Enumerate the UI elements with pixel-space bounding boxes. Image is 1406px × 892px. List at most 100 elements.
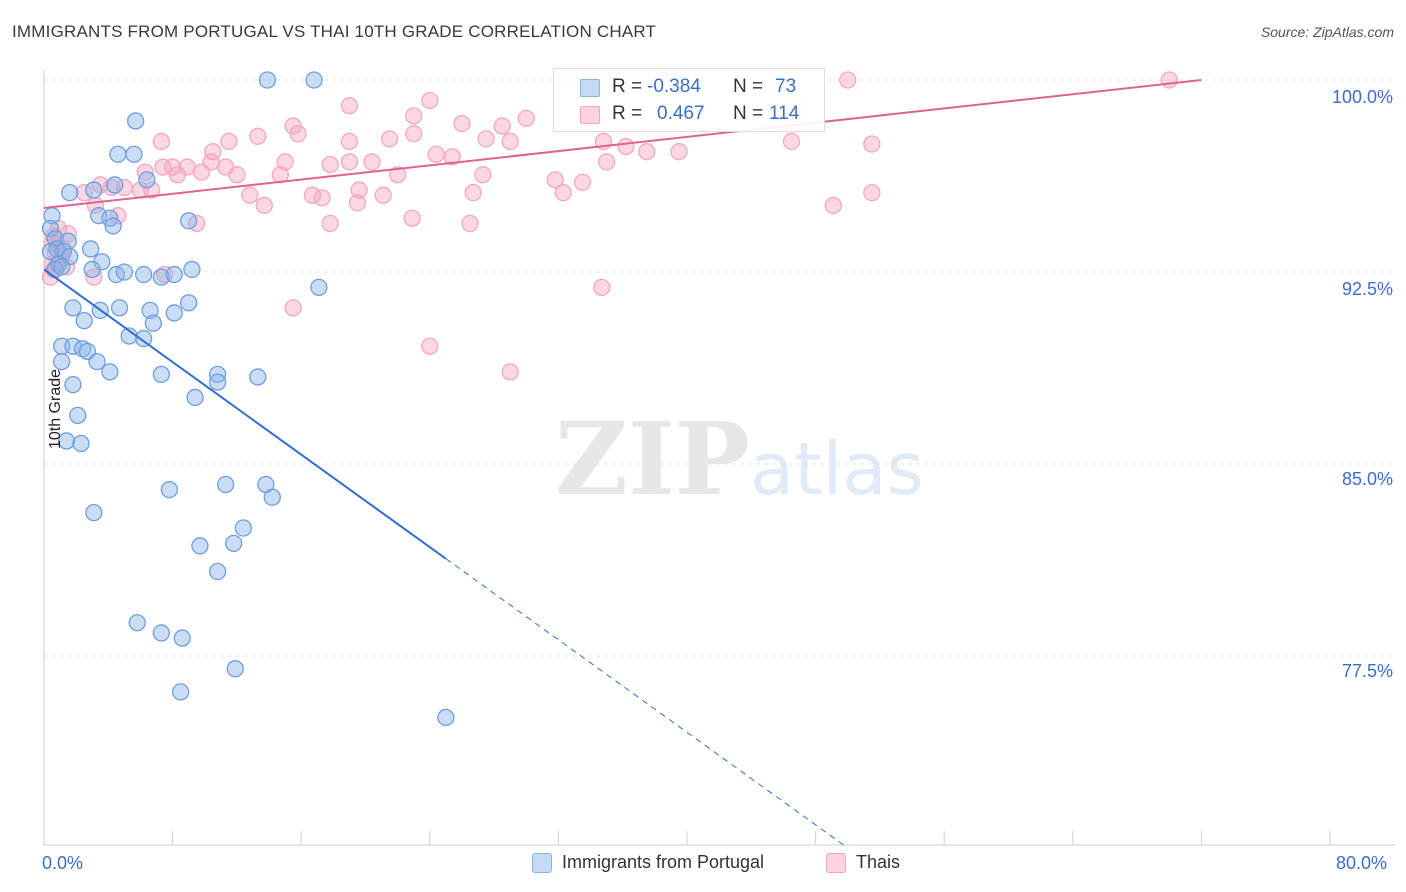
point-portugal	[64, 375, 82, 394]
point-portugal	[72, 434, 90, 453]
y-tick-label: 92.5%	[1341, 279, 1393, 299]
point-portugal	[180, 212, 198, 230]
point-portugal	[216, 475, 235, 494]
point-thais	[374, 186, 392, 204]
x-tick-label-min: 0.0%	[42, 853, 84, 873]
point-portugal	[152, 624, 170, 642]
point-thais	[474, 166, 492, 184]
point-portugal	[208, 562, 227, 581]
point-portugal	[263, 488, 281, 506]
trend-lines	[43, 79, 1202, 849]
point-portugal	[183, 260, 201, 279]
point-portugal	[110, 299, 129, 317]
point-thais	[75, 183, 93, 202]
point-thais	[102, 178, 121, 197]
r-value: 0.467	[657, 103, 705, 124]
point-portugal	[135, 265, 153, 284]
point-portugal	[141, 301, 159, 320]
point-thais	[388, 166, 407, 184]
point-portugal	[64, 299, 82, 317]
chart-title: IMMIGRANTS FROM PORTUGAL VS THAI 10TH GR…	[12, 22, 657, 41]
point-thais	[220, 132, 238, 151]
legend-item-portugal[interactable]: Immigrants from Portugal	[532, 852, 764, 873]
point-portugal	[126, 112, 145, 130]
point-thais	[464, 183, 482, 202]
point-thais	[405, 107, 423, 125]
point-portugal	[310, 278, 328, 297]
point-portugal	[152, 365, 170, 384]
point-portugal	[69, 406, 87, 425]
point-thais	[427, 145, 445, 163]
legend-item-thais[interactable]: Thais	[826, 852, 900, 873]
point-portugal	[73, 340, 92, 358]
point-portugal	[41, 219, 60, 238]
point-thais	[863, 135, 881, 153]
point-thais	[421, 91, 439, 110]
point-thais	[839, 71, 857, 89]
point-thais	[461, 214, 479, 233]
point-thais	[403, 209, 421, 227]
point-thais	[340, 96, 359, 115]
point-portugal	[104, 217, 122, 235]
y-axis-label: 10th Grade	[47, 368, 65, 450]
n-label: N =	[733, 103, 764, 124]
point-portugal	[83, 260, 101, 279]
stats-legend: R = -0.384 N = 73 R = 0.467 N = 114	[553, 68, 825, 132]
chart-source: Source: ZipAtlas.com	[1260, 24, 1394, 40]
point-portugal	[165, 265, 183, 284]
point-portugal	[171, 683, 190, 701]
point-thais	[617, 137, 635, 156]
point-portugal	[160, 480, 179, 499]
point-thais	[154, 158, 172, 176]
point-portugal	[61, 183, 79, 202]
watermark: ZIPatlas	[555, 400, 924, 518]
point-thais	[501, 132, 519, 151]
point-thais	[670, 143, 688, 161]
point-portugal	[41, 242, 60, 261]
point-thais	[517, 109, 535, 128]
point-portugal	[115, 263, 134, 281]
point-portugal	[258, 71, 277, 89]
point-thais	[546, 171, 564, 189]
swatch-portugal	[580, 79, 600, 97]
r-label: R =	[612, 76, 643, 97]
point-thais	[284, 299, 302, 317]
point-thais	[276, 153, 294, 171]
point-thais	[782, 132, 801, 151]
point-portugal	[234, 519, 252, 537]
point-thais	[597, 153, 616, 171]
n-value: 73	[775, 76, 797, 97]
legend-swatch-thais	[826, 852, 846, 873]
point-thais	[313, 189, 331, 207]
point-thais	[321, 155, 339, 174]
n-label: N =	[733, 76, 764, 97]
trend-line-portugal-extrapolated	[445, 558, 849, 849]
point-thais	[824, 196, 842, 215]
stats-row-portugal: R = -0.384 N = 73	[554, 73, 824, 101]
point-thais	[143, 181, 161, 199]
point-thais	[863, 183, 881, 202]
trend-line-portugal	[43, 268, 447, 560]
point-thais	[363, 153, 381, 171]
point-portugal	[53, 258, 71, 276]
bottom-legend: Immigrants from Portugal Thais	[0, 852, 1406, 878]
point-portugal	[173, 629, 191, 647]
r-value: -0.384	[647, 76, 701, 97]
point-thais	[192, 163, 211, 181]
point-thais	[1160, 71, 1178, 89]
point-portugal	[144, 314, 162, 332]
point-thais	[340, 153, 359, 171]
legend-label-portugal: Immigrants from Portugal	[562, 852, 765, 872]
point-portugal	[249, 368, 267, 386]
point-thais	[380, 130, 399, 148]
point-portugal	[81, 240, 100, 258]
legend-swatch-portugal	[532, 852, 552, 873]
point-thais	[477, 130, 495, 148]
point-portugal	[165, 304, 183, 322]
point-thais	[152, 132, 170, 151]
point-portugal	[191, 537, 209, 555]
point-thais	[443, 148, 461, 166]
point-portugal	[138, 171, 156, 189]
point-portugal	[437, 708, 455, 727]
